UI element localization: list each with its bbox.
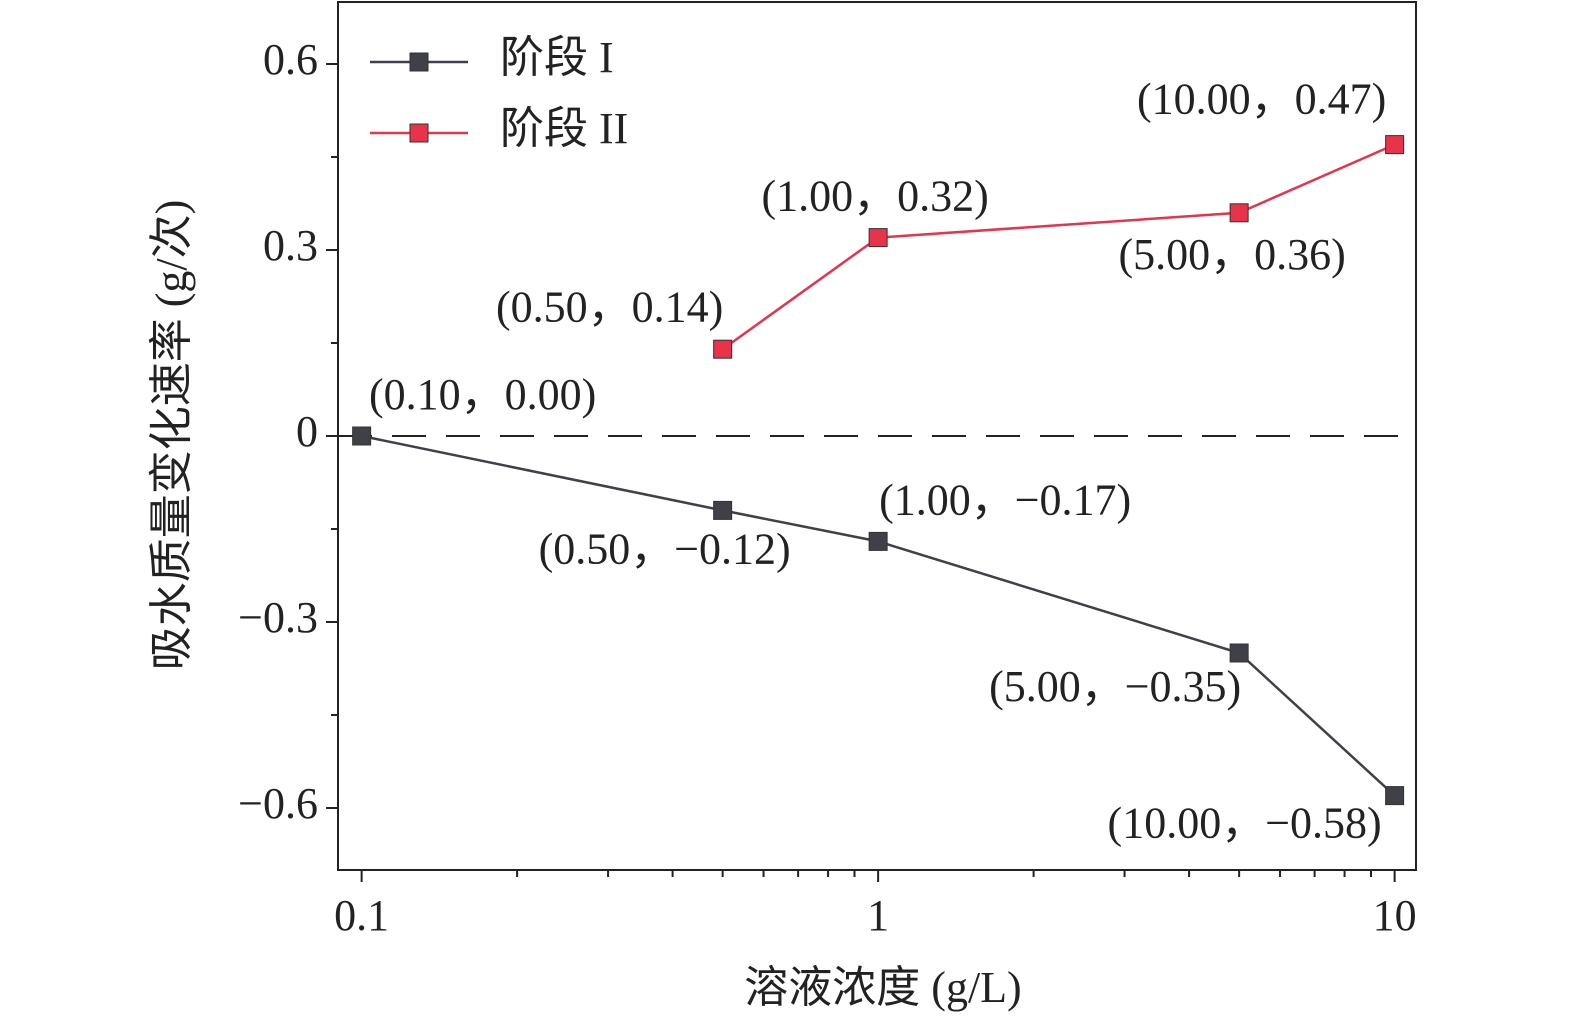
y-tick-label: 0.3 bbox=[263, 221, 318, 270]
data-point bbox=[1385, 135, 1405, 155]
y-tick-label: −0.6 bbox=[238, 779, 318, 828]
legend-marker bbox=[409, 123, 429, 143]
x-tick-label: 1 bbox=[867, 891, 889, 940]
data-point bbox=[713, 339, 733, 359]
data-label: (5.00，0.36) bbox=[1118, 230, 1345, 279]
data-label: (1.00，−0.17) bbox=[879, 475, 1131, 524]
data-point bbox=[352, 426, 372, 446]
data-label: (5.00，−0.35) bbox=[989, 662, 1241, 711]
data-label: (0.10，0.00) bbox=[369, 370, 596, 419]
legend-label: 阶段 I bbox=[500, 33, 614, 82]
data-point bbox=[1385, 786, 1405, 806]
legend-marker bbox=[409, 52, 429, 72]
x-tick-label: 10 bbox=[1373, 891, 1417, 940]
y-tick-label: 0.6 bbox=[263, 35, 318, 84]
data-point bbox=[713, 500, 733, 520]
x-tick-label: 0.1 bbox=[334, 891, 389, 940]
series-line bbox=[721, 143, 1396, 351]
data-label: (0.50，−0.12) bbox=[539, 524, 791, 573]
x-axis-label: 溶液浓度 (g/L) bbox=[744, 963, 1021, 1012]
data-label: (1.00，0.32) bbox=[761, 172, 988, 221]
data-label: (10.00，0.47) bbox=[1137, 75, 1386, 124]
data-point bbox=[868, 531, 888, 551]
data-point bbox=[868, 228, 888, 248]
data-label: (0.50，0.14) bbox=[496, 282, 723, 331]
y-tick-label: −0.3 bbox=[238, 593, 318, 642]
data-label: (10.00，−0.58) bbox=[1108, 799, 1382, 848]
data-point bbox=[1229, 643, 1249, 663]
y-axis-label: 吸水质量变化速率 (g/次) bbox=[147, 200, 196, 671]
y-tick-label: 0 bbox=[296, 407, 318, 456]
data-point bbox=[1229, 203, 1249, 223]
legend-label: 阶段 II bbox=[500, 104, 628, 153]
